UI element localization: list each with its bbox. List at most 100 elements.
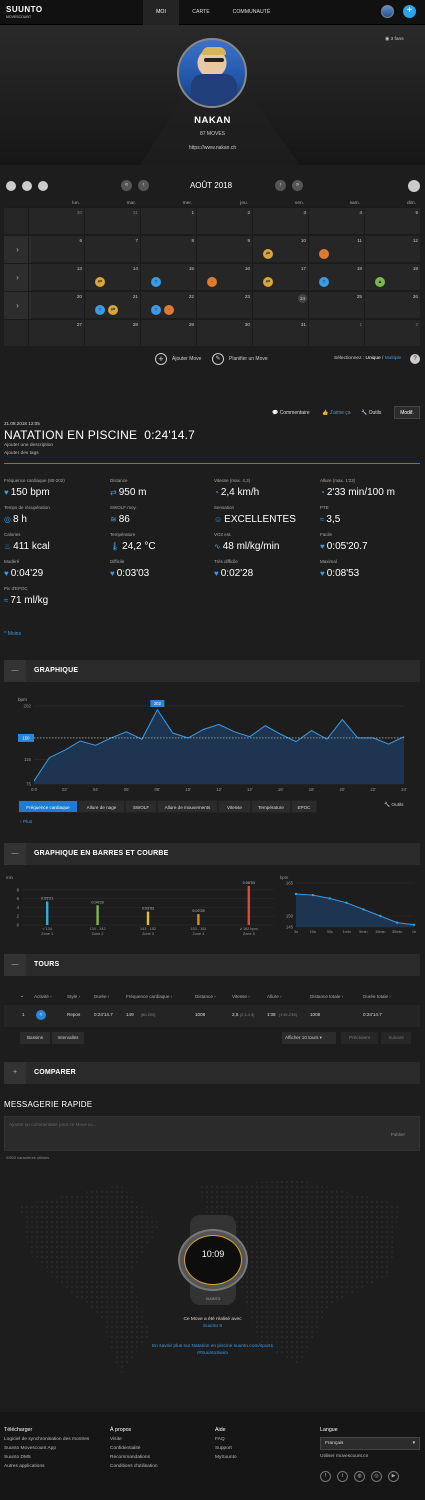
use-cn-link[interactable]: Utiliser movescount.cn — [320, 1454, 369, 1459]
suunto-logo[interactable]: SUUNTO MOVESCOUNT — [6, 5, 43, 19]
footer-link[interactable]: Conditions d'utilisation — [110, 1464, 158, 1469]
calendar-day[interactable]: 30 — [28, 208, 84, 235]
nav-me[interactable]: MOI — [143, 0, 179, 25]
next-button[interactable]: Suivant — [381, 1032, 411, 1044]
calendar-day[interactable]: 31 — [252, 320, 308, 347]
heart-rate-chart[interactable]: 202150115751502020:002'04'06'08'10'12'14… — [4, 700, 420, 796]
calendar-day[interactable]: 2 — [196, 208, 252, 235]
calendar-day[interactable]: 3 — [252, 208, 308, 235]
help-icon[interactable]: ? — [410, 354, 420, 364]
tours-section-header[interactable]: — TOURS — [4, 954, 420, 976]
more-link[interactable]: › Plus — [20, 820, 33, 825]
calendar-day[interactable]: 9 — [196, 236, 252, 263]
table-row[interactable] — [4, 1005, 420, 1027]
calendar-day[interactable]: 5 — [364, 208, 420, 235]
web-icon[interactable]: ◍ — [354, 1471, 365, 1482]
calendar-day[interactable]: 15 ≈ — [140, 264, 196, 291]
graph-tab[interactable]: SWOLF — [125, 800, 157, 813]
calendar-day[interactable]: 21 ≈ ⇄ — [84, 292, 140, 319]
calendar-day[interactable]: 2 — [364, 320, 420, 347]
zone-bar[interactable] — [247, 885, 250, 925]
next-year-icon[interactable]: » — [292, 180, 303, 191]
add-move-link[interactable]: Ajouter Move — [172, 356, 202, 362]
calendar-day[interactable]: 14 ⇄ — [84, 264, 140, 291]
calendar-day[interactable]: 12 — [364, 236, 420, 263]
plan-move-icon[interactable]: ✎ — [212, 353, 224, 365]
calendar-day[interactable]: 11 ◦ — [308, 236, 364, 263]
activity-icon[interactable]: ≈ — [151, 305, 161, 315]
calendar-day[interactable]: 26 — [364, 292, 420, 319]
footer-link[interactable]: Autres applications — [4, 1464, 45, 1469]
duration-point[interactable] — [362, 908, 365, 911]
graph-tab[interactable]: Température — [251, 800, 291, 813]
profile-moves[interactable]: 87 MOVES — [199, 131, 225, 137]
table-header[interactable]: Durée totale › — [363, 994, 391, 999]
edit-button[interactable]: Modif. — [394, 406, 420, 419]
week-expand-icon[interactable]: › — [4, 236, 31, 263]
graph-section-header[interactable]: — GRAPHIQUE — [4, 660, 420, 682]
table-header[interactable]: Fréquence cardiaque › — [126, 994, 173, 999]
publish-button[interactable]: Publier — [390, 1132, 405, 1137]
duration-point[interactable] — [345, 901, 348, 904]
activity-icon[interactable]: ⇄ — [263, 277, 273, 287]
calendar-day[interactable]: 4 — [308, 208, 364, 235]
select-single[interactable]: Unique — [365, 356, 381, 361]
activity-icon[interactable]: ≈ — [319, 277, 329, 287]
user-avatar[interactable] — [381, 5, 394, 18]
calendar-day[interactable]: 27 — [28, 320, 84, 347]
activity-icon[interactable]: ◦ — [319, 249, 329, 259]
duration-point[interactable] — [294, 892, 298, 896]
calendar-day[interactable]: 20 — [28, 292, 84, 319]
comment-button[interactable]: 💬 Commentaire — [272, 410, 310, 416]
table-header[interactable]: Durée › — [94, 994, 110, 999]
calendar-day[interactable]: 30 — [196, 320, 252, 347]
pools-button[interactable]: Bassins — [20, 1032, 50, 1044]
table-header[interactable]: Distance totale › — [310, 994, 344, 999]
fans-count[interactable]: ◉ 3 fans — [385, 37, 404, 42]
footer-link[interactable]: Visite — [110, 1437, 122, 1442]
add-description-link[interactable]: Ajouter une description — [4, 443, 54, 448]
stats-view-icon[interactable] — [38, 181, 48, 191]
activity-icon[interactable]: ⇄ — [95, 277, 105, 287]
calendar-view-icon[interactable] — [6, 181, 16, 191]
week-expand-icon[interactable]: › — [4, 264, 31, 291]
list-view-icon[interactable] — [22, 181, 32, 191]
duration-point[interactable] — [395, 921, 399, 924]
youtube-icon[interactable]: ▶ — [388, 1471, 399, 1482]
footer-link[interactable]: Logiciel de synchronisation des montres — [4, 1437, 90, 1442]
zone-bar[interactable] — [146, 911, 150, 925]
calendar-day[interactable]: 10 ⇄ — [252, 236, 308, 263]
calendar-day[interactable]: 24 — [252, 292, 308, 319]
footer-link[interactable]: Confidentialité — [110, 1446, 141, 1451]
graph-tab[interactable]: Allure de nage — [78, 800, 125, 813]
instagram-icon[interactable]: ◎ — [371, 1471, 382, 1482]
add-tags-link[interactable]: Ajouter des tags — [4, 451, 39, 456]
calendar-day[interactable]: 7 — [84, 236, 140, 263]
filter-icon[interactable] — [408, 180, 420, 192]
expand-icon[interactable]: + — [4, 1062, 26, 1084]
promo-sport-link[interactable]: En savoir plus sur Natation en piscine s… — [152, 1344, 273, 1349]
graph-tab[interactable]: Vitesse — [218, 800, 251, 813]
calendar-day[interactable]: 25 — [308, 292, 364, 319]
calendar-day[interactable]: 23 — [196, 292, 252, 319]
activity-icon[interactable]: ◦ — [207, 277, 217, 287]
calendar-day[interactable]: 1 — [308, 320, 364, 347]
calendar-day[interactable]: 31 — [84, 208, 140, 235]
facebook-icon[interactable]: f — [320, 1471, 331, 1482]
compare-section-header[interactable]: + COMPARER — [4, 1062, 420, 1084]
footer-link[interactable]: Recommandations — [110, 1455, 150, 1460]
footer-link[interactable]: Suunto DM5 — [4, 1455, 31, 1460]
add-icon[interactable]: + — [403, 5, 416, 18]
calendar-day[interactable]: 6 — [28, 236, 84, 263]
prev-month-icon[interactable]: ‹ — [138, 180, 149, 191]
activity-icon[interactable]: ≈ — [151, 277, 161, 287]
profile-url[interactable]: https://www.nakan.ch — [188, 145, 237, 151]
graph-tab[interactable]: Allure de mouvements — [157, 800, 218, 813]
calendar-day[interactable]: 22 ≈ ◦ — [140, 292, 196, 319]
twitter-icon[interactable]: t — [337, 1471, 348, 1482]
table-header[interactable]: Style › — [67, 994, 81, 999]
activity-icon[interactable]: ◦ — [164, 305, 174, 315]
calendar-day[interactable]: 1 — [140, 208, 196, 235]
promo-hashtag[interactable]: /#SuuntoSwim — [197, 1351, 228, 1356]
plan-move-link[interactable]: Planifier un Move — [229, 356, 268, 362]
